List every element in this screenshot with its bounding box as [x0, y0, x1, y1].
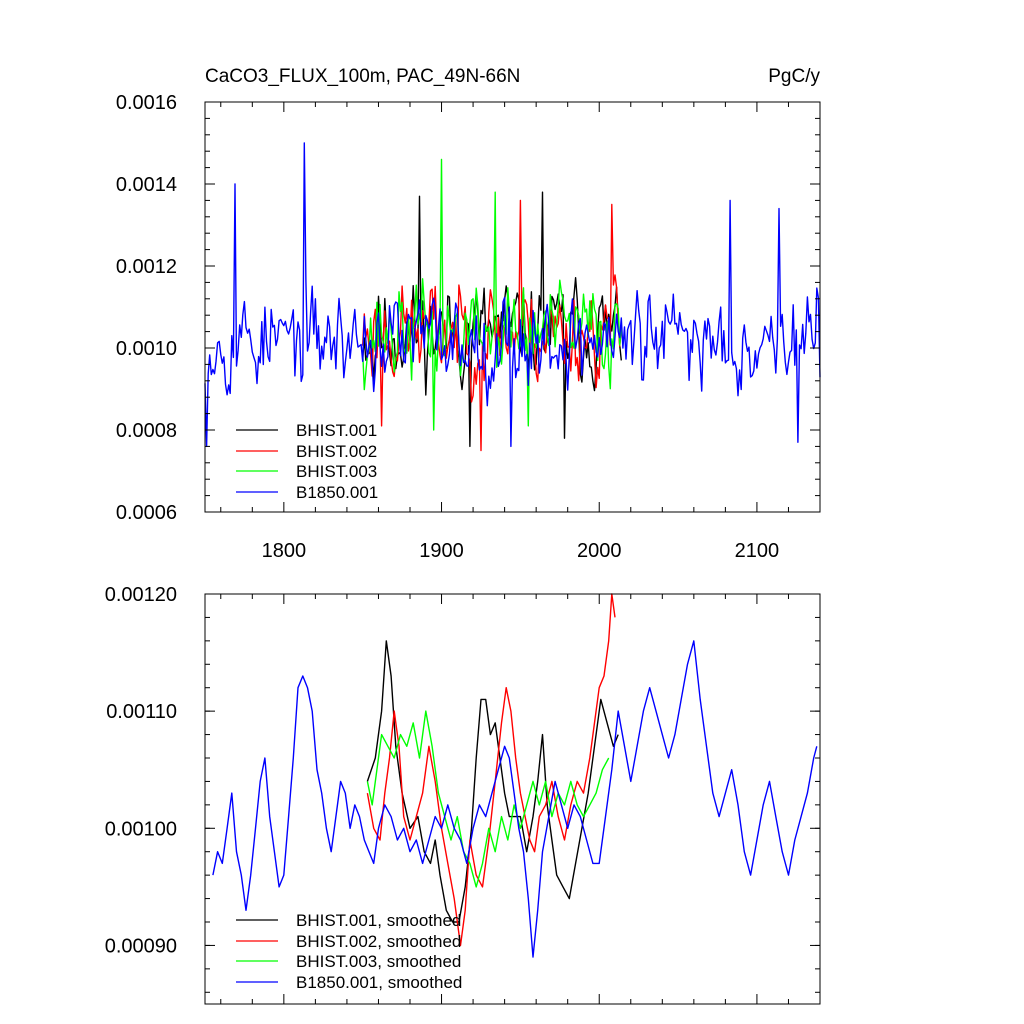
bottom-legend-label-bhist002: BHIST.002, smoothed [296, 932, 461, 951]
bottom-plot-frame [204, 593, 821, 1005]
top-legend-label-bhist001: BHIST.001 [296, 421, 377, 440]
top-legend-label-b1850001: B1850.001 [296, 483, 378, 502]
top-y-tick-label: 0.0012 [116, 256, 177, 278]
top-y-tick-label: 0.0010 [116, 338, 177, 360]
bottom-legend-label-b1850001: B1850.001, smoothed [296, 973, 462, 992]
bottom-y-tick-label: 0.00090 [105, 935, 177, 957]
bottom-legend-label-bhist001: BHIST.001, smoothed [296, 911, 461, 930]
top-x-tick-label: 2100 [735, 540, 780, 562]
top-series-group [204, 142, 821, 452]
bottom-legend-label-bhist003: BHIST.003, smoothed [296, 952, 461, 971]
bottom-legend: BHIST.001, smoothed BHIST.002, smoothed … [236, 911, 462, 992]
top-legend-label-bhist002: BHIST.002 [296, 442, 377, 461]
top-panel: CaCO3_FLUX_100m, PAC_49N-66N PgC/y 0.000… [116, 66, 821, 562]
bottom-y-tick-group: 0.00090 0.00100 0.00110 0.00120 [105, 584, 820, 993]
bottom-x-tick-group [220, 594, 821, 1004]
bottom-y-tick-label: 0.00120 [105, 584, 177, 606]
top-y-tick-label: 0.0016 [116, 92, 177, 114]
top-legend-label-bhist003: BHIST.003 [296, 462, 377, 481]
top-y-tick-label: 0.0006 [116, 502, 177, 524]
top-y-tick-group: 0.0006 0.0008 0.0010 0.0012 0.0014 0.0016 [116, 92, 820, 524]
top-series-bhist-002 [362, 199, 622, 452]
bottom-series-group [212, 593, 818, 958]
top-x-tick-label: 2000 [577, 540, 622, 562]
top-y-tick-label: 0.0008 [116, 420, 177, 442]
bottom-series-bhist-003-smoothed [366, 710, 610, 888]
bottom-y-tick-label: 0.00100 [105, 818, 177, 840]
top-legend: BHIST.001 BHIST.002 BHIST.003 B1850.001 [236, 421, 378, 502]
top-panel-title: CaCO3_FLUX_100m, PAC_49N-66N [205, 66, 520, 87]
top-series-b1850-001 [204, 142, 821, 448]
bottom-series-bhist-002-smoothed [366, 593, 616, 947]
bottom-series-bhist-001-smoothed [366, 640, 619, 923]
top-y-tick-label: 0.0014 [116, 174, 177, 196]
top-plot-frame [204, 101, 821, 513]
bottom-y-tick-label: 0.00110 [106, 701, 177, 723]
bottom-panel: 0.00090 0.00100 0.00110 0.00120 BHIST.001, … [105, 584, 821, 1005]
top-panel-units: PgC/y [768, 66, 820, 87]
top-x-tick-label: 1800 [262, 540, 307, 562]
bottom-series-b1850-001-smoothed [212, 640, 818, 958]
top-x-tick-label: 1900 [419, 540, 464, 562]
